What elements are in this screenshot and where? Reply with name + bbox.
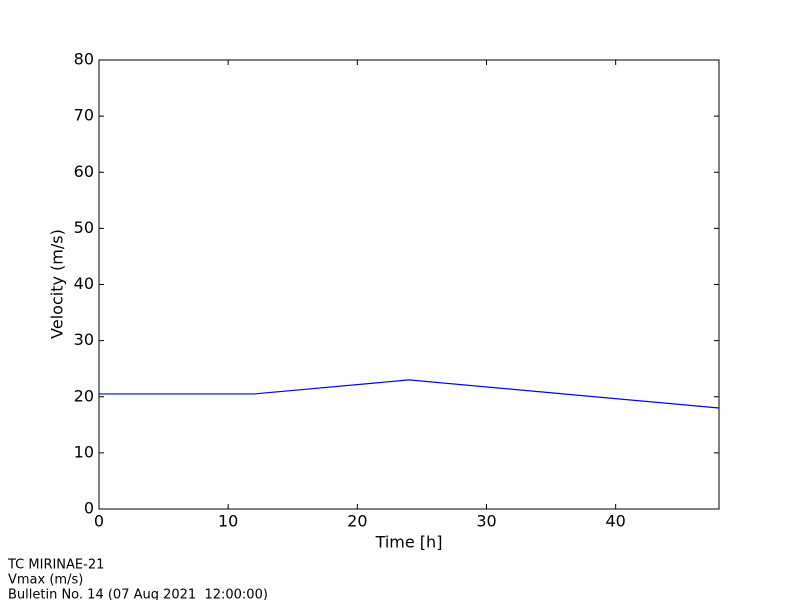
x-tick-label: 40: [605, 512, 625, 531]
footer-note: Bulletin No. 14 (07 Aug 2021 12:00:00): [8, 588, 268, 600]
x-tick-label: 20: [347, 512, 367, 531]
y-tick-label: 70: [74, 106, 94, 125]
y-tick-label: 80: [74, 50, 94, 69]
y-tick-label: 50: [74, 218, 94, 237]
y-tick-label: 20: [74, 386, 94, 405]
x-tick-label: 30: [476, 512, 496, 531]
x-axis-label: Time [h]: [375, 533, 443, 552]
y-tick-label: 0: [84, 499, 94, 518]
footer-note: TC MIRINAE-21: [7, 558, 104, 573]
footer-note: Vmax (m/s): [8, 573, 83, 588]
data-line: [99, 379, 720, 409]
y-axis-label: Velocity (m/s): [48, 229, 67, 339]
plot-frame: [98, 59, 720, 510]
y-tick-label: 60: [74, 162, 94, 181]
x-tick-label: 0: [94, 512, 104, 531]
y-tick-label: 10: [74, 442, 94, 461]
x-tick-label: 10: [218, 512, 238, 531]
y-tick-label: 40: [74, 274, 94, 293]
y-tick-label: 30: [74, 330, 94, 349]
